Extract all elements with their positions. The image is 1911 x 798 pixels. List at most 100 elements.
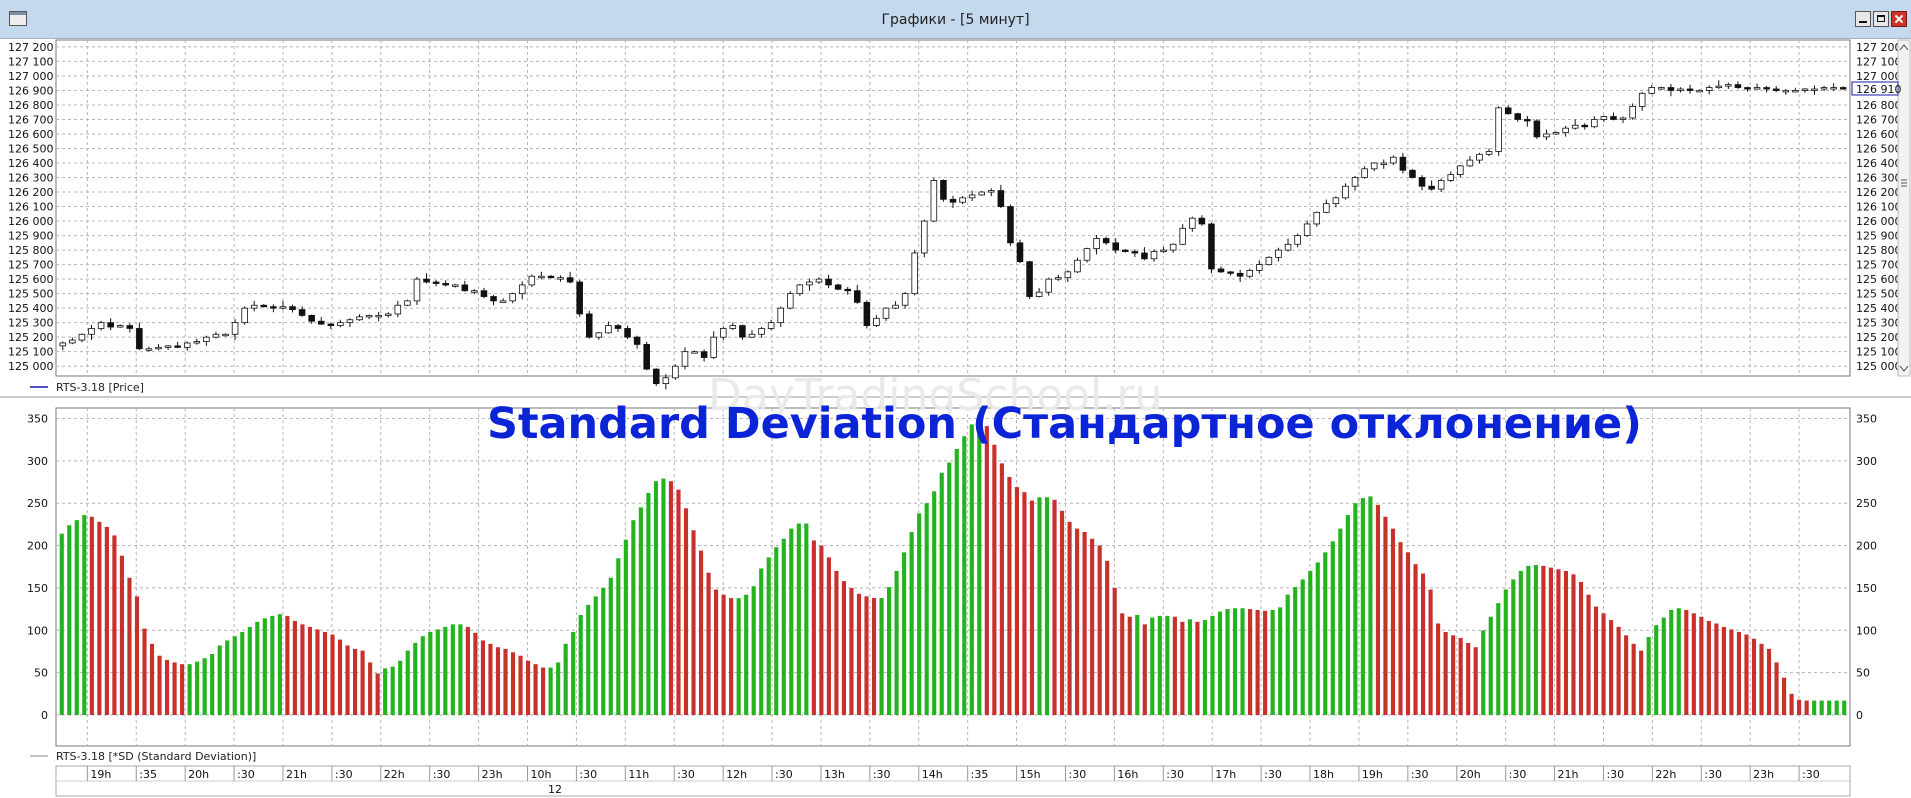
sd-bar[interactable] (277, 614, 282, 715)
sd-bar[interactable] (473, 632, 478, 715)
sd-bar[interactable] (225, 640, 230, 715)
candlestick[interactable] (930, 177, 938, 223)
sd-bar[interactable] (1052, 499, 1057, 715)
candlestick[interactable] (1390, 155, 1397, 166)
sd-bar[interactable] (1413, 564, 1418, 715)
candlestick[interactable] (193, 338, 201, 345)
sd-bar[interactable] (1375, 504, 1381, 715)
sd-bar[interactable] (1654, 625, 1659, 715)
sd-bar[interactable] (450, 624, 455, 715)
candlestick[interactable] (413, 276, 421, 305)
candlestick[interactable] (1083, 247, 1091, 263)
candlestick[interactable] (1236, 269, 1244, 283)
candlestick[interactable] (844, 286, 851, 295)
candlestick[interactable] (1380, 159, 1388, 169)
sd-bar[interactable] (1007, 476, 1012, 715)
sd-bar[interactable] (405, 650, 410, 715)
candlestick[interactable] (557, 275, 564, 282)
candlestick[interactable] (1112, 238, 1119, 254)
candlestick[interactable] (566, 271, 574, 284)
candlestick[interactable] (758, 327, 765, 338)
sd-bar[interactable] (518, 655, 523, 715)
candlestick[interactable] (231, 319, 239, 341)
candlestick[interactable] (1275, 247, 1282, 262)
candlestick[interactable] (384, 312, 392, 318)
sd-bar[interactable] (871, 598, 877, 715)
candlestick[interactable] (1303, 220, 1311, 238)
sd-bar[interactable] (1639, 650, 1644, 715)
sd-bar[interactable] (1526, 565, 1531, 715)
candlestick[interactable] (739, 324, 746, 340)
sd-bar[interactable] (1593, 606, 1599, 715)
sd-bar[interactable] (1315, 562, 1320, 716)
sd-bar[interactable] (556, 662, 561, 715)
sd-bar[interactable] (1210, 615, 1215, 715)
candlestick[interactable] (423, 273, 430, 284)
candlestick[interactable] (1485, 148, 1493, 157)
sd-bar[interactable] (495, 647, 501, 715)
candlestick[interactable] (719, 326, 727, 341)
sd-bar[interactable] (849, 587, 854, 715)
candlestick[interactable] (1772, 86, 1780, 93)
candlestick[interactable] (1629, 103, 1636, 120)
candlestick[interactable] (183, 341, 191, 351)
sd-bar[interactable] (345, 645, 350, 715)
sd-bar[interactable] (1270, 609, 1275, 715)
sd-bar[interactable] (676, 489, 681, 715)
sd-bar[interactable] (1187, 619, 1192, 715)
sd-bar[interactable] (744, 594, 749, 715)
sd-bar[interactable] (1646, 637, 1651, 715)
candlestick[interactable] (662, 374, 670, 390)
candlestick[interactable] (1792, 87, 1799, 93)
sd-bar[interactable] (1834, 700, 1839, 715)
candlestick[interactable] (1725, 82, 1732, 89)
sd-bar[interactable] (1511, 579, 1516, 715)
sd-bar[interactable] (480, 640, 486, 715)
candlestick[interactable] (279, 300, 287, 310)
sd-bar[interactable] (1090, 538, 1095, 715)
sd-bar[interactable] (202, 658, 207, 715)
candlestick[interactable] (69, 337, 76, 345)
sd-bar[interactable] (1285, 594, 1290, 715)
sd-bar[interactable] (698, 550, 704, 715)
candlestick[interactable] (777, 306, 784, 328)
candlestick[interactable] (1562, 125, 1569, 137)
candlestick[interactable] (873, 315, 880, 328)
candlestick[interactable] (1045, 277, 1052, 296)
sd-bar[interactable] (1360, 498, 1365, 715)
candlestick[interactable] (729, 322, 737, 330)
sd-bar[interactable] (67, 525, 72, 715)
candlestick[interactable] (614, 324, 622, 332)
sd-bar[interactable] (270, 615, 275, 715)
sd-bar[interactable] (586, 604, 591, 715)
sd-bar[interactable] (217, 645, 222, 715)
candlestick[interactable] (1160, 246, 1167, 253)
candlestick[interactable] (1217, 266, 1225, 274)
sd-bar[interactable] (541, 667, 546, 715)
sd-bar[interactable] (1368, 496, 1373, 715)
sd-bar[interactable] (969, 424, 974, 715)
sd-bar[interactable] (1443, 631, 1448, 715)
candlestick[interactable] (940, 179, 947, 202)
candlestick[interactable] (337, 319, 344, 328)
sd-bar[interactable] (1225, 609, 1230, 715)
sd-bar[interactable] (736, 598, 741, 715)
sd-bar[interactable] (1405, 552, 1411, 715)
sd-bar[interactable] (1044, 497, 1050, 715)
candlestick[interactable] (538, 271, 545, 280)
sd-bar[interactable] (691, 530, 696, 715)
candlestick[interactable] (643, 341, 650, 371)
sd-bar[interactable] (1518, 570, 1523, 715)
sd-bar[interactable] (706, 572, 711, 715)
candlestick[interactable] (1763, 86, 1770, 93)
candlestick[interactable] (1715, 80, 1723, 89)
candlestick[interactable] (1409, 169, 1416, 179)
candlestick[interactable] (1744, 86, 1751, 92)
candlestick[interactable] (1447, 171, 1455, 182)
candlestick[interactable] (825, 274, 832, 289)
candlestick[interactable] (1150, 249, 1158, 262)
price-scrollbar[interactable] (1897, 39, 1911, 377)
sd-bar[interactable] (661, 478, 666, 715)
sd-bar[interactable] (1120, 613, 1125, 715)
